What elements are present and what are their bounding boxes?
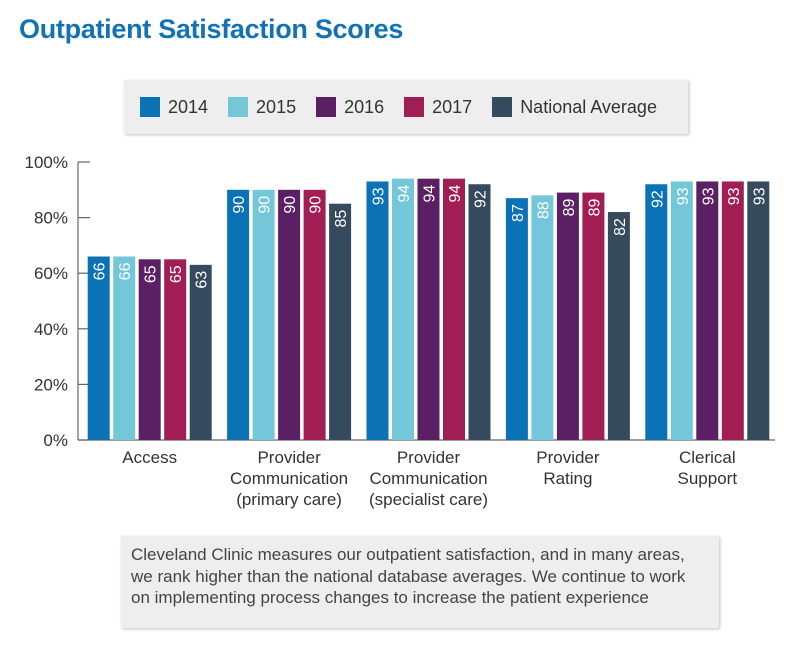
bar-value-label: 63 — [194, 271, 211, 289]
bar-value-label: 93 — [751, 187, 768, 205]
bar — [531, 195, 554, 440]
bar — [252, 189, 275, 440]
bar — [392, 178, 414, 440]
bar-value-label: 92 — [473, 190, 490, 208]
legend-label-2016: 2016 — [344, 96, 385, 117]
y-tick-label: 60% — [34, 264, 68, 283]
bar — [721, 181, 744, 440]
y-tick-label: 0% — [43, 431, 68, 450]
bar-value-label: 89 — [586, 198, 603, 216]
bar — [468, 184, 491, 440]
legend-swatch-national-average — [492, 97, 513, 117]
bar — [505, 198, 528, 440]
bar-value-label: 65 — [143, 265, 160, 283]
bar-value-label: 85 — [333, 210, 350, 228]
bar-value-label: 90 — [257, 196, 274, 214]
bar — [366, 181, 389, 440]
bar-value-label: 66 — [92, 262, 109, 280]
bar-value-label: 87 — [510, 204, 527, 222]
bar — [696, 181, 719, 440]
bar — [189, 264, 212, 440]
bar-value-label: 66 — [117, 262, 134, 280]
x-category-label: Communication — [230, 469, 348, 488]
bar-value-label: 89 — [561, 198, 578, 216]
bar-value-label: 93 — [371, 187, 388, 205]
bar-value-label: 93 — [700, 187, 717, 205]
chart-title: Outpatient Satisfaction Scores — [19, 14, 404, 44]
legend-item-national-average: National Average — [492, 97, 657, 118]
legend-swatch-2015 — [228, 97, 249, 117]
bar — [303, 189, 326, 440]
bar — [113, 256, 136, 440]
legend-swatch-2014 — [140, 97, 160, 117]
y-tick-label: 40% — [34, 320, 68, 339]
legend-label-2014: 2014 — [168, 96, 209, 117]
x-category-label: Communication — [369, 469, 487, 488]
bar-value-label: 90 — [282, 196, 299, 214]
bar-value-label: 93 — [726, 187, 743, 205]
legend-swatch-2017 — [404, 97, 425, 117]
bar — [164, 259, 187, 440]
bar — [582, 192, 605, 440]
y-tick-label: 20% — [34, 375, 68, 394]
bar-value-label: 94 — [447, 185, 464, 203]
legend-swatch-2016 — [316, 97, 337, 117]
legend-item-2017: 2017 — [404, 97, 472, 118]
x-category-label: Rating — [543, 469, 592, 488]
legend-label-2015: 2015 — [256, 96, 297, 117]
bar — [747, 181, 770, 440]
x-category-label: Provider — [257, 448, 321, 467]
bar-value-label: 82 — [612, 218, 629, 236]
bar-value-label: 90 — [308, 196, 325, 214]
legend-item-2015: 2015 — [228, 97, 296, 118]
x-category-label: Provider — [536, 448, 600, 467]
x-category-label: Access — [122, 448, 177, 467]
bar — [278, 189, 301, 440]
x-category-label: (specialist care) — [369, 490, 488, 509]
bar — [607, 212, 630, 440]
legend-item-2014: 2014 — [140, 97, 208, 118]
legend-item-2016: 2016 — [316, 97, 384, 118]
chart-note: Cleveland Clinic measures our outpatient… — [121, 536, 719, 628]
bar-value-label: 90 — [231, 196, 248, 214]
bar — [329, 203, 352, 440]
x-category-label: Provider — [397, 448, 461, 467]
y-tick-label: 80% — [34, 209, 68, 228]
bar-value-label: 93 — [675, 187, 692, 205]
bar — [87, 256, 110, 440]
bar — [670, 181, 693, 440]
bar-value-label: 92 — [649, 190, 666, 208]
y-tick-label: 100% — [25, 153, 68, 172]
bar-chart: 0% 20% 40% 60% 80% 100% 66 66 65 65 63 Access 90 90 90… — [25, 153, 775, 509]
bar-value-label: 94 — [422, 185, 439, 203]
bar — [138, 259, 161, 440]
bar — [645, 184, 668, 440]
bar-value-label: 88 — [535, 201, 552, 219]
bar — [417, 178, 440, 440]
legend-label-national-average: National Average — [520, 96, 657, 117]
chart-legend: 2014 2015 2016 2017 National Average — [124, 80, 688, 134]
bar — [227, 189, 250, 440]
x-category-label: Support — [678, 469, 738, 488]
bar — [443, 178, 465, 440]
x-category-label: Clerical — [679, 448, 736, 467]
bar-value-label: 94 — [396, 185, 413, 203]
bar — [556, 192, 579, 440]
legend-label-2017: 2017 — [432, 96, 473, 117]
bar-value-label: 65 — [168, 265, 185, 283]
x-category-label: (primary care) — [236, 490, 342, 509]
